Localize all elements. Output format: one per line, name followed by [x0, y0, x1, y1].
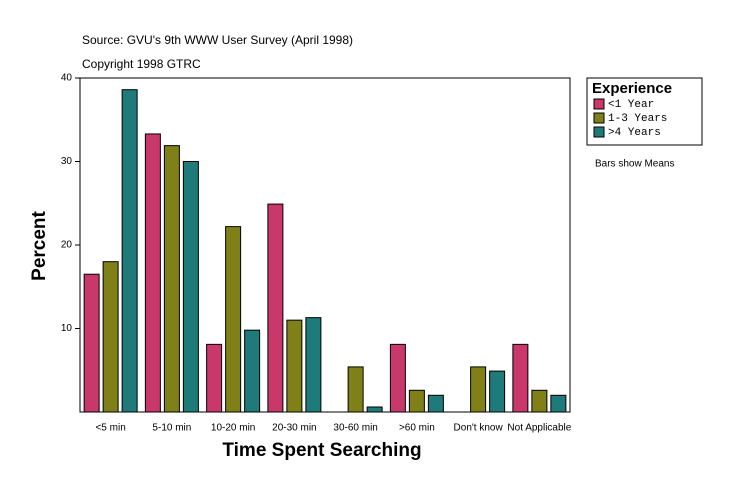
bar: [225, 226, 242, 413]
x-tick-label: <5 min: [95, 423, 125, 434]
x-tick-label: 30-60 min: [333, 423, 377, 434]
copyright: Copyright 1998 GTRC: [82, 57, 201, 71]
bar: [408, 389, 425, 413]
y-tick-label: 10: [61, 323, 73, 334]
y-tick-label: 20: [61, 240, 73, 251]
bar: [470, 366, 487, 413]
legend-swatch: [593, 112, 605, 124]
x-tick-label: 5-10 min: [152, 423, 191, 434]
bar: [347, 366, 364, 413]
legend-swatch: [593, 98, 605, 110]
y-tick-label: 40: [61, 73, 73, 84]
x-tick-label: Not Applicable: [507, 423, 571, 434]
bar: [389, 343, 406, 413]
bar: [144, 133, 161, 413]
y-axis-title: Percent: [29, 210, 50, 280]
bar: [305, 317, 322, 413]
x-tick-label: >60 min: [399, 423, 435, 434]
bar: [182, 161, 199, 413]
bar: [244, 329, 261, 413]
bar: [83, 273, 100, 413]
bar: [489, 370, 506, 413]
bar: [121, 89, 138, 413]
subtitle: Source: GVU's 9th WWW User Survey (April…: [82, 33, 353, 47]
legend-label: >4 Years: [608, 127, 661, 139]
bar: [163, 145, 180, 413]
bar: [206, 343, 223, 413]
bar: [267, 203, 284, 413]
x-tick-label: Don't know: [454, 423, 504, 434]
bar: [512, 343, 529, 413]
bar: [531, 389, 548, 413]
x-tick-label: 20-30 min: [272, 423, 316, 434]
note: Bars show Means: [595, 159, 674, 170]
bar: [550, 394, 567, 413]
x-tick-label: 10-20 min: [211, 423, 255, 434]
legend-label: 1-3 Years: [608, 113, 667, 125]
bar: [366, 406, 383, 413]
plot-area: [79, 77, 571, 413]
x-axis-title: Time Spent Searching: [222, 440, 421, 461]
legend-box: [586, 77, 703, 146]
bar: [102, 261, 119, 413]
legend-swatch: [593, 126, 605, 138]
bar: [286, 319, 303, 413]
bar: [427, 394, 444, 413]
y-tick-label: 30: [61, 156, 73, 167]
legend-title: Experience: [592, 80, 672, 97]
legend-label: <1 Year: [608, 99, 654, 111]
